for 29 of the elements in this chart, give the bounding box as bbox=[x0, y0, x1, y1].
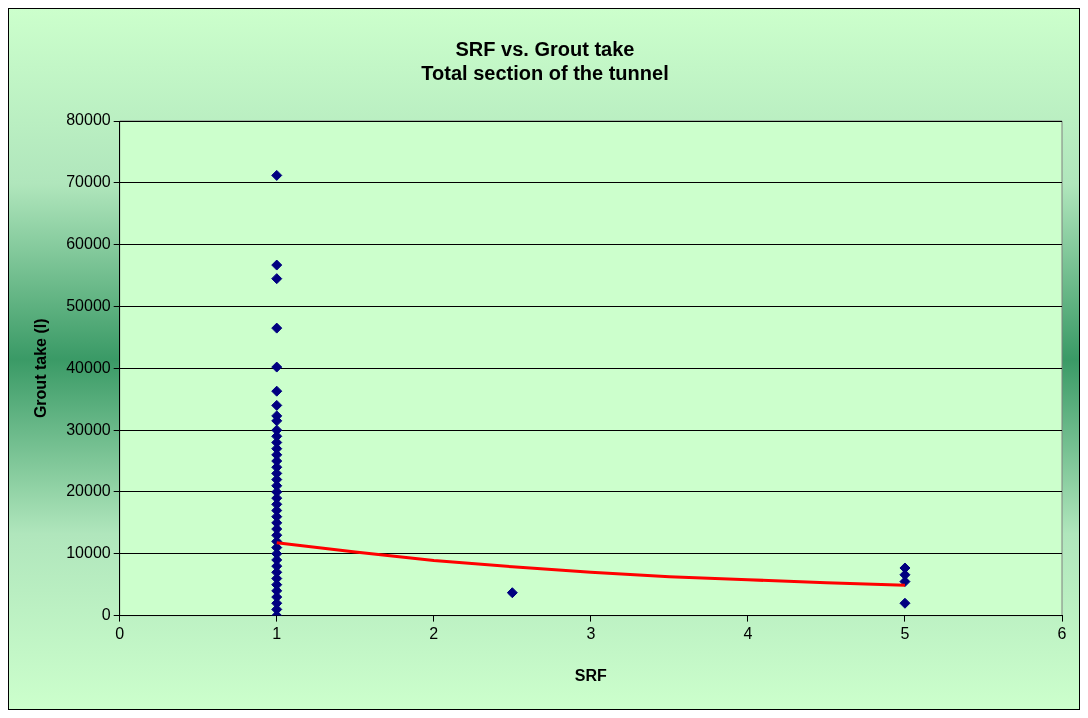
x-tick-label: 1 bbox=[272, 624, 282, 642]
y-tick-label: 80000 bbox=[66, 111, 111, 129]
point bbox=[899, 597, 911, 609]
point bbox=[271, 259, 283, 271]
point bbox=[271, 361, 283, 373]
x-axis-title: SRF bbox=[574, 666, 608, 684]
y-tick-label: 10000 bbox=[66, 544, 111, 562]
y-tick-label: 30000 bbox=[66, 420, 111, 438]
y-tick-label: 60000 bbox=[66, 235, 111, 253]
x-tick-label: 3 bbox=[586, 624, 596, 642]
x-tick-label: 0 bbox=[115, 624, 125, 642]
y-tick-label: 0 bbox=[101, 606, 111, 624]
point bbox=[271, 322, 283, 334]
point bbox=[506, 587, 518, 599]
x-tick-label: 4 bbox=[743, 624, 753, 642]
y-tick-label: 70000 bbox=[66, 173, 111, 191]
point bbox=[271, 169, 283, 181]
y-tick-label: 20000 bbox=[66, 482, 111, 500]
chart-title: SRF vs. Grout take bbox=[455, 37, 635, 60]
y-axis-title: Grout take (l) bbox=[32, 318, 50, 419]
point bbox=[271, 273, 283, 285]
x-tick-label: 2 bbox=[429, 624, 439, 642]
y-tick-label: 40000 bbox=[66, 358, 111, 376]
y-tick-label: 50000 bbox=[66, 296, 111, 314]
point bbox=[271, 399, 283, 411]
chart-subtitle: Total section of the tunnel bbox=[421, 61, 669, 84]
point bbox=[271, 385, 283, 397]
x-tick-label: 6 bbox=[1057, 624, 1067, 642]
x-tick-label: 5 bbox=[900, 624, 910, 642]
